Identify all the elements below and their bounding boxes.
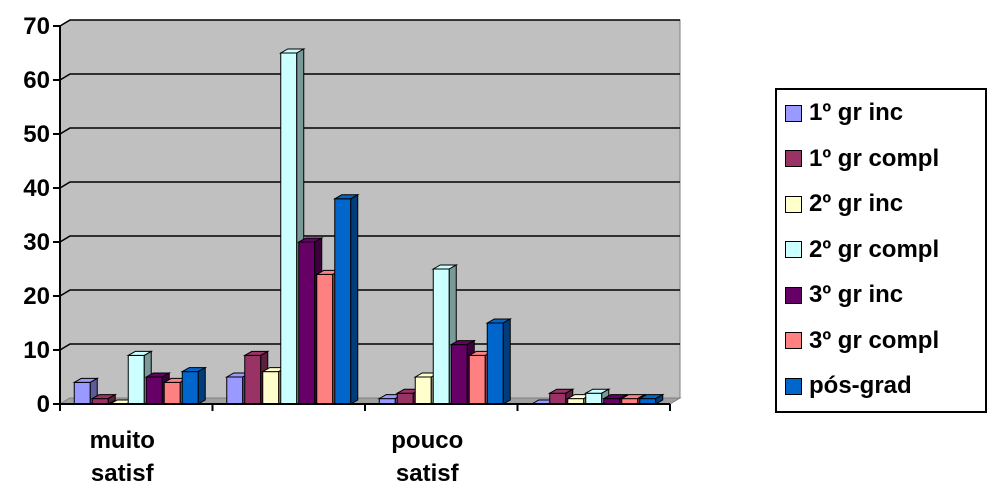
bar-front — [549, 392, 567, 405]
bar — [332, 193, 360, 405]
legend-item: 3º gr inc — [785, 280, 903, 310]
bar-front — [486, 322, 504, 405]
legend-swatch — [785, 241, 802, 258]
legend-swatch — [785, 332, 802, 349]
plot-area — [58, 19, 682, 405]
legend-label: 1º gr inc — [809, 99, 904, 126]
x-category-label: muito — [90, 427, 155, 454]
legend-label: 3º gr compl — [809, 326, 940, 354]
legend-swatch — [785, 286, 802, 304]
bar-front — [450, 344, 468, 405]
legend-label: 3º gr inc — [809, 281, 904, 308]
legend: 1º gr inc 1º gr compl 2º gr inc 2º gr compl… — [775, 88, 987, 413]
y-tick-label: 0 — [37, 391, 50, 418]
gridline — [59, 289, 680, 297]
gridline — [59, 181, 680, 189]
bar-front — [181, 371, 199, 405]
bar-front — [145, 376, 163, 405]
x-category-label: satisf — [396, 460, 460, 487]
bar-side — [197, 366, 206, 405]
bar-front — [262, 371, 280, 405]
bar-front — [396, 392, 414, 405]
legend-item: 3º gr compl — [785, 326, 939, 356]
bar-front — [334, 198, 352, 405]
legend-swatch — [785, 195, 802, 213]
legend-label: 1º gr compl — [809, 144, 940, 172]
y-tick-label: 20 — [23, 283, 50, 310]
gridline — [59, 235, 680, 243]
bar-front — [468, 354, 486, 405]
bar — [637, 393, 665, 405]
bar-side — [655, 393, 664, 405]
x-category-label: satisf — [91, 460, 155, 487]
legend-item: 2º gr compl — [785, 235, 939, 265]
bar-front — [73, 381, 91, 405]
legend-item: 1º gr compl — [785, 144, 939, 174]
bar-front — [280, 52, 298, 405]
bar-front — [585, 392, 603, 405]
bar — [180, 366, 208, 405]
bar-side — [502, 318, 511, 405]
bar-front — [244, 354, 262, 405]
legend-label: pós-grad — [809, 372, 912, 399]
bar-side — [350, 193, 359, 405]
y-tick-label: 30 — [23, 229, 50, 256]
legend-swatch — [785, 150, 802, 167]
axes — [53, 25, 671, 411]
x-category-labels: muito satisf pouco satisf — [90, 427, 464, 487]
y-tick-label: 60 — [23, 67, 50, 94]
bar-front — [127, 354, 145, 405]
legend-label: 2º gr compl — [809, 235, 940, 263]
bar — [90, 393, 118, 405]
gridline — [59, 19, 680, 27]
bar-front — [414, 376, 432, 405]
gridlines — [59, 19, 680, 351]
gridline — [59, 127, 680, 135]
legend-item: pós-grad — [785, 371, 912, 401]
bar-front — [432, 268, 450, 405]
bar-front — [163, 381, 181, 405]
bar-front — [226, 376, 244, 405]
bar — [485, 318, 513, 405]
legend-swatch — [785, 377, 802, 395]
bar-front — [316, 273, 334, 405]
legend-label: 2º gr inc — [809, 190, 904, 217]
y-tick-label: 70 — [23, 13, 50, 40]
legend-item: 1º gr inc — [785, 98, 903, 128]
legend-swatch — [785, 104, 802, 122]
bar-side — [107, 393, 116, 405]
gridline — [59, 73, 680, 81]
gridline — [59, 343, 680, 351]
plot-back-wall — [59, 19, 681, 405]
y-tick-label: 50 — [23, 121, 50, 148]
x-category-label: pouco — [391, 427, 463, 454]
y-tick-label: 10 — [23, 337, 50, 364]
bar-front — [298, 241, 316, 405]
y-tick-label: 40 — [23, 175, 50, 202]
y-tick-labels: 0 10 20 30 40 50 60 70 — [23, 13, 50, 418]
legend-item: 2º gr inc — [785, 189, 903, 219]
